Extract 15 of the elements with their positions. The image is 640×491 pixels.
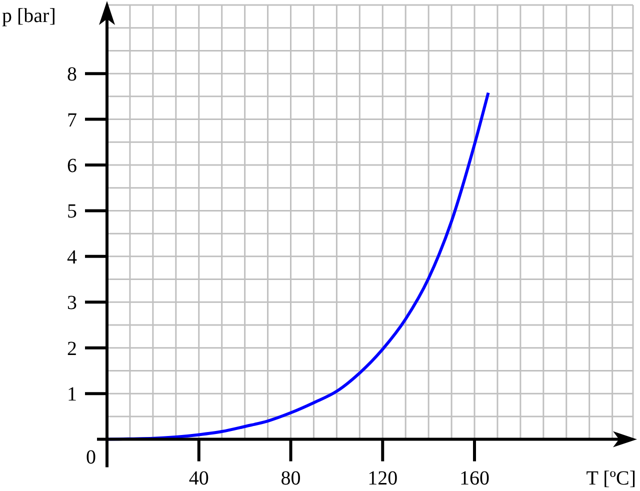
y-tick-label: 5: [67, 200, 77, 223]
y-tick-label: 2: [67, 338, 77, 360]
x-axis-title: T [ºC]: [586, 467, 636, 490]
y-tick-label: 1: [67, 384, 77, 406]
x-tick-label: 160: [460, 467, 490, 490]
y-tick-label: 4: [67, 246, 77, 268]
y-tick-label: 7: [67, 109, 77, 132]
x-tick-label: 40: [188, 467, 209, 490]
y-tick-label: 8: [67, 64, 77, 86]
y-tick-label: 6: [67, 155, 77, 178]
x-tick-label: 80: [280, 467, 301, 490]
y-tick-label: 3: [67, 292, 77, 314]
y-axis-title: p [bar]: [2, 5, 56, 27]
x-tick-label: 120: [368, 467, 398, 490]
text: 0: [86, 446, 96, 468]
